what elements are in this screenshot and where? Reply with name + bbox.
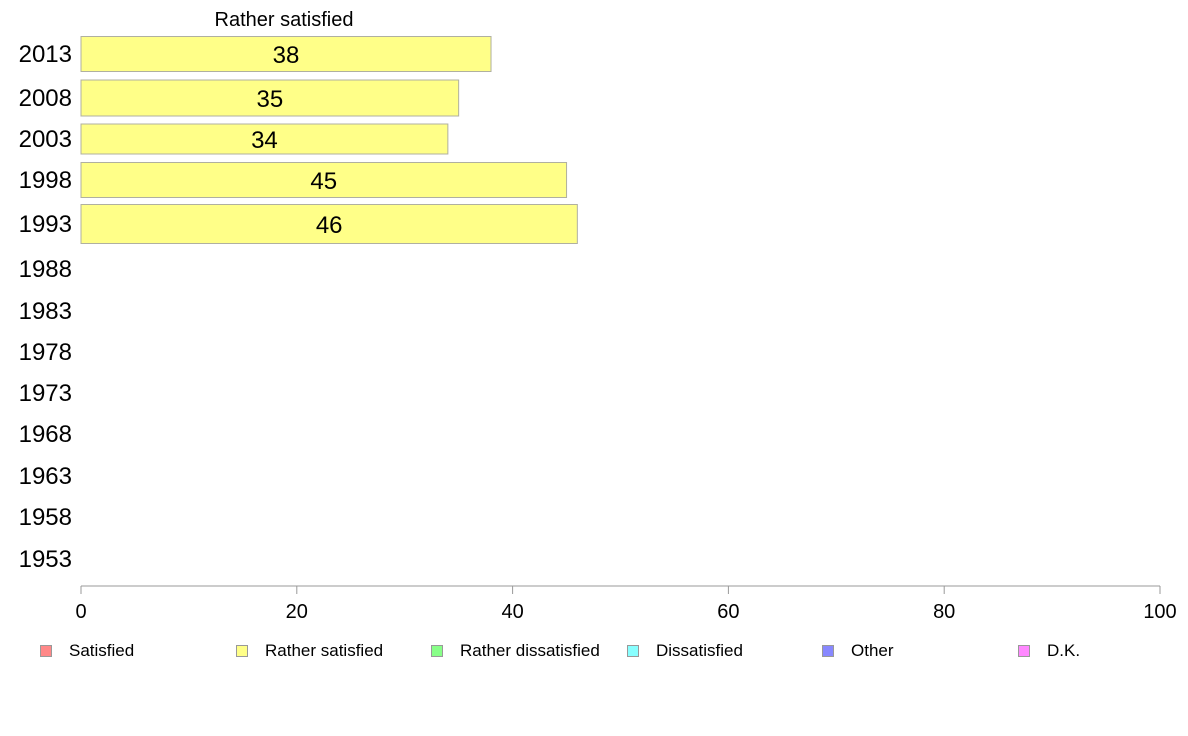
bars-group: 38 35 34 45 46: [80, 36, 578, 244]
legend-label: Other: [851, 641, 894, 660]
y-tick-label: 1978: [19, 339, 72, 366]
x-tick-label: 40: [501, 601, 523, 623]
y-tick-label: 1973: [19, 380, 72, 407]
bar-value-label: 34: [251, 127, 278, 154]
legend-swatch: [1018, 645, 1030, 657]
y-tick-label: 1993: [19, 211, 72, 238]
legend-item: D.K.: [1018, 637, 1080, 665]
y-tick-label: 1983: [19, 298, 72, 325]
bar: [80, 123, 449, 155]
legend-label: Rather satisfied: [265, 641, 384, 660]
y-tick-label: 2003: [19, 126, 72, 153]
legend-swatch: [40, 645, 52, 657]
bar: [80, 79, 460, 117]
y-tick-label: 1988: [19, 256, 72, 283]
legend-item: Dissatisfied: [627, 637, 743, 665]
series-title: Rather satisfied: [215, 9, 354, 31]
x-tick-label: 60: [717, 601, 739, 623]
x-tick-label: 100: [1143, 601, 1176, 623]
y-tick-label: 1958: [19, 504, 72, 531]
legend: Satisfied Rather satisfied Rather dissatis…: [0, 637, 1188, 665]
legend-swatch: [822, 645, 834, 657]
legend-label: Dissatisfied: [656, 641, 743, 660]
bar-value-label: 38: [273, 42, 300, 69]
y-tick-label: 1968: [19, 421, 72, 448]
legend-item: Rather dissatisfied: [431, 637, 600, 665]
legend-label: Satisfied: [69, 641, 135, 660]
bar: [80, 204, 578, 244]
legend-label: D.K.: [1047, 641, 1081, 660]
legend-swatch: [236, 645, 248, 657]
legend-label: Rather dissatisfied: [460, 641, 600, 660]
legend-swatch: [627, 645, 639, 657]
bar-value-label: 35: [256, 86, 283, 113]
y-tick-label: 1953: [19, 546, 72, 573]
y-tick-label: 2013: [19, 41, 72, 68]
legend-swatch: [431, 645, 443, 657]
bar-value-label: 46: [316, 212, 343, 239]
x-tick-label: 80: [933, 601, 955, 623]
bar-value-label: 45: [310, 168, 337, 195]
legend-item: Rather satisfied: [236, 637, 383, 665]
bar: [80, 162, 568, 198]
y-tick-label: 1998: [19, 167, 72, 194]
x-tick-label: 20: [286, 601, 308, 623]
legend-item: Satisfied: [40, 637, 134, 665]
x-axis: 0 20 40 60 80 100: [75, 585, 1177, 623]
bar: [80, 36, 492, 72]
y-tick-label: 1963: [19, 463, 72, 490]
legend-item: Other: [822, 637, 894, 665]
y-tick-label: 2008: [19, 85, 72, 112]
x-tick-label: 0: [75, 601, 86, 623]
y-axis-labels: 2013 2008 2003 1998 1993 1988 1983 1978 1973 1968…: [19, 41, 72, 573]
